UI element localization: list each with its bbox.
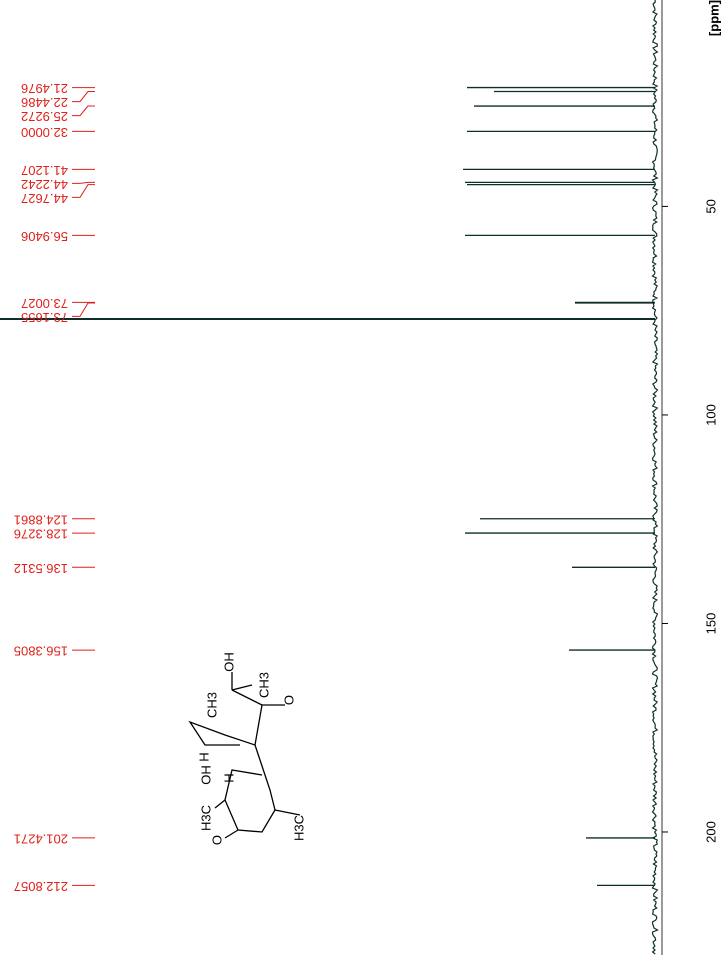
label-leader bbox=[72, 181, 95, 184]
peak-label: 32.0000 bbox=[21, 125, 68, 140]
structure-label: CH3 bbox=[204, 692, 219, 718]
structure-bonds bbox=[188, 672, 301, 839]
structure-label: CH3 bbox=[256, 672, 271, 698]
structure-label: H bbox=[221, 773, 236, 782]
peak-label: 44.7627 bbox=[21, 191, 68, 206]
peak-label: 73.1655 bbox=[21, 310, 68, 325]
peak-label: 201.4271 bbox=[14, 831, 68, 846]
tick-label: 200 bbox=[703, 821, 718, 843]
tick-label: 100 bbox=[703, 404, 718, 426]
peak-label: 128.3276 bbox=[14, 527, 68, 542]
peak-label: 73.0027 bbox=[21, 296, 68, 311]
peak-label: 22.4486 bbox=[21, 95, 68, 110]
structure-label: O bbox=[209, 835, 224, 845]
structure-label: H3C bbox=[291, 815, 306, 841]
label-leader bbox=[72, 105, 95, 117]
label-leader bbox=[72, 302, 95, 317]
label-leader bbox=[72, 184, 95, 198]
tick-label: 50 bbox=[703, 199, 718, 213]
baseline bbox=[651, 0, 659, 955]
peak-label: 124.8861 bbox=[14, 512, 68, 527]
peak-label: 156.3805 bbox=[14, 644, 68, 659]
tick-label: 150 bbox=[703, 613, 718, 635]
structure-label: O bbox=[281, 695, 296, 705]
peak-label: 44.2242 bbox=[21, 177, 68, 192]
label-leader bbox=[72, 91, 95, 103]
structure-label: H bbox=[196, 752, 211, 761]
peak-label: 25.9272 bbox=[21, 109, 68, 124]
peak-label: 212.8057 bbox=[14, 879, 68, 894]
peak-label: 21.4976 bbox=[21, 81, 68, 96]
structure-label: OH bbox=[221, 652, 236, 672]
structure-label: OH bbox=[198, 765, 213, 785]
peak-label: 136.5312 bbox=[14, 561, 68, 576]
axis-label: [ppm] bbox=[706, 0, 721, 36]
peak-label: 56.9406 bbox=[21, 229, 68, 244]
structure-label: H3C bbox=[198, 805, 213, 831]
peak-label: 41.1207 bbox=[21, 163, 68, 178]
